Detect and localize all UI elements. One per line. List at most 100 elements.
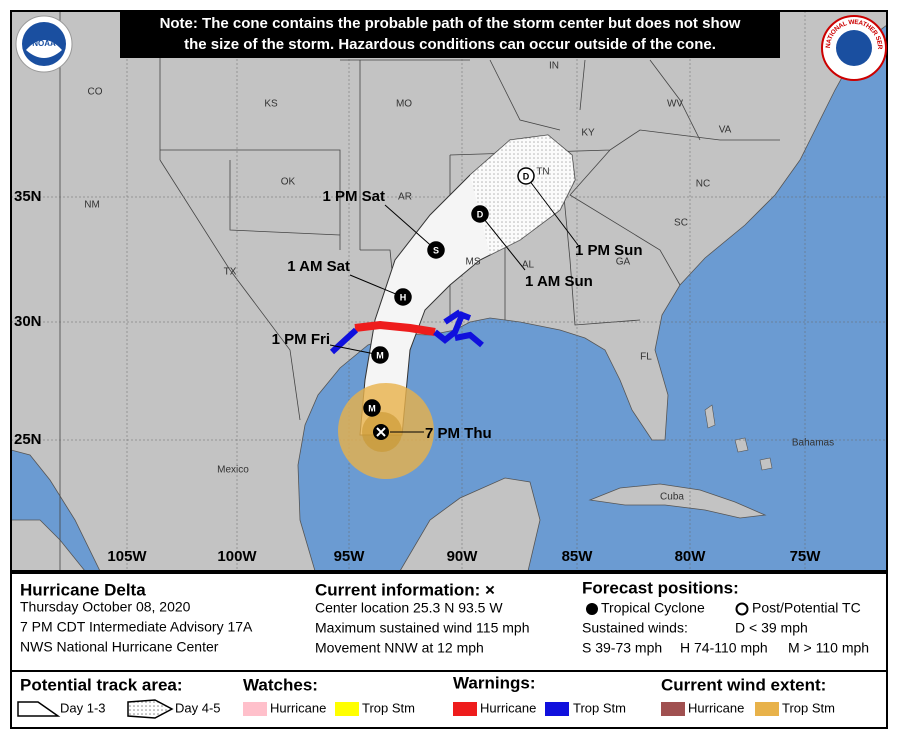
note-text: Note: The cone contains the probable pat… xyxy=(160,15,741,32)
land-yucatan xyxy=(399,477,541,571)
forecast-marker-letter: D xyxy=(477,209,484,219)
forecast-time-label: 1 PM Sat xyxy=(322,188,385,205)
storm-info: NWS National Hurricane Center xyxy=(20,639,219,655)
legend-title: Potential track area: xyxy=(20,675,183,694)
forecast-time-label: 1 AM Sun xyxy=(525,273,593,290)
latitude-label: 25N xyxy=(14,431,42,448)
forecast-time-label: 1 AM Sat xyxy=(287,258,350,275)
legend-swatch xyxy=(661,702,685,716)
region-label: CO xyxy=(88,87,103,98)
region-label: NC xyxy=(696,179,710,190)
forecast-marker-letter: S xyxy=(433,245,439,255)
forecast-marker-letter: M xyxy=(368,403,376,413)
forecast-marker xyxy=(427,241,445,259)
legend-title: Warnings: xyxy=(453,673,535,692)
map xyxy=(11,11,887,571)
legend-item: Day 4-5 xyxy=(175,700,221,715)
region-label: KS xyxy=(264,99,278,110)
region-label: NM xyxy=(84,200,100,211)
forecast-marker xyxy=(471,205,489,223)
nws-logo xyxy=(821,15,887,81)
forecast-legend: H 74-110 mph xyxy=(680,640,768,656)
forecast-legend: Tropical Cyclone xyxy=(601,600,705,616)
legend-swatch xyxy=(755,702,779,716)
region-label: Mexico xyxy=(217,465,249,476)
legend-item: Hurricane xyxy=(270,700,326,715)
region-label: VA xyxy=(719,125,732,136)
region-label: IN xyxy=(549,61,559,72)
storm-name: Hurricane Delta xyxy=(20,580,146,599)
longitude-label: 80W xyxy=(675,548,707,565)
longitude-label: 95W xyxy=(334,548,366,565)
region-label: GA xyxy=(616,257,631,268)
longitude-label: 100W xyxy=(217,548,257,565)
legend-swatch xyxy=(545,702,569,716)
forecast-marker-letter: M xyxy=(376,350,384,360)
region-label: TX xyxy=(224,267,237,278)
legend-title: Watches: xyxy=(243,675,318,694)
region-label: TN xyxy=(536,167,549,178)
day13-icon xyxy=(17,701,61,717)
legend-item: Trop Stm xyxy=(362,700,415,715)
land-north-america xyxy=(11,11,887,571)
hurricane-warning xyxy=(354,320,436,336)
current-info: Movement NNW at 12 mph xyxy=(315,640,484,656)
legend-swatch xyxy=(335,702,359,716)
forecast-time-label: 1 PM Fri xyxy=(272,331,330,348)
current-title: Current information: × xyxy=(315,580,495,599)
legend-item: Hurricane xyxy=(480,700,536,715)
forecast-marker xyxy=(517,167,535,185)
storm-info: 7 PM CDT Intermediate Advisory 17A xyxy=(20,619,253,635)
forecast-marker-letter: D xyxy=(523,171,530,181)
land-cuba xyxy=(588,483,767,519)
longitude-label: 105W xyxy=(107,548,147,565)
forecast-legend: Sustained winds: xyxy=(582,620,688,636)
latitude-label: 30N xyxy=(14,313,42,330)
longitude-label: 90W xyxy=(447,548,479,565)
note-box xyxy=(120,12,780,58)
forecast-marker-letter: H xyxy=(400,292,407,302)
forecast-marker xyxy=(394,288,412,306)
current-position xyxy=(373,424,389,440)
region-label: MO xyxy=(396,99,412,110)
region-label: SC xyxy=(674,218,688,229)
forecast-title: Forecast positions: xyxy=(582,578,739,597)
region-label: AL xyxy=(522,260,535,271)
forecast-legend: M > 110 mph xyxy=(788,640,869,656)
region-label: Cuba xyxy=(660,492,684,503)
forecast-legend: D < 39 mph xyxy=(735,620,808,636)
forecast-marker xyxy=(363,399,381,417)
day45-icon xyxy=(127,699,174,719)
current-info: Maximum sustained wind 115 mph xyxy=(315,620,530,636)
region-label: WV xyxy=(667,99,683,110)
current-info: Center location 25.3 N 93.5 W xyxy=(315,600,503,616)
legend-title: Current wind extent: xyxy=(661,675,826,694)
region-label: OK xyxy=(281,177,296,188)
storm-info: Thursday October 08, 2020 xyxy=(20,599,191,615)
longitude-label: 75W xyxy=(790,548,822,565)
note-text: the size of the storm. Hazardous conditi… xyxy=(184,36,716,53)
tropical-storm-warning xyxy=(329,309,484,355)
region-label: Bahamas xyxy=(792,438,834,449)
region-label: FL xyxy=(640,352,652,363)
forecast-time-label: 7 PM Thu xyxy=(425,425,492,442)
forecast-legend: Post/Potential TC xyxy=(752,600,861,616)
cone-day-4-5 xyxy=(470,135,575,255)
legend-item: Trop Stm xyxy=(573,700,626,715)
legend-item: Hurricane xyxy=(688,700,744,715)
tropical-icon xyxy=(586,603,598,615)
legend-swatch xyxy=(453,702,477,716)
region-label: MS xyxy=(466,257,481,268)
legend-item: Day 1-3 xyxy=(60,700,106,715)
region-label: KY xyxy=(581,128,595,139)
latitude-label: 35N xyxy=(14,188,42,205)
legend-item: Trop Stm xyxy=(782,700,835,715)
map-frame xyxy=(10,10,888,572)
graticule xyxy=(11,11,887,571)
forecast-legend: S 39-73 mph xyxy=(582,640,662,656)
noaa-text: NOAA xyxy=(32,39,56,48)
post-icon xyxy=(735,602,749,616)
legend-swatch xyxy=(243,702,267,716)
land-bahamas xyxy=(704,404,773,471)
